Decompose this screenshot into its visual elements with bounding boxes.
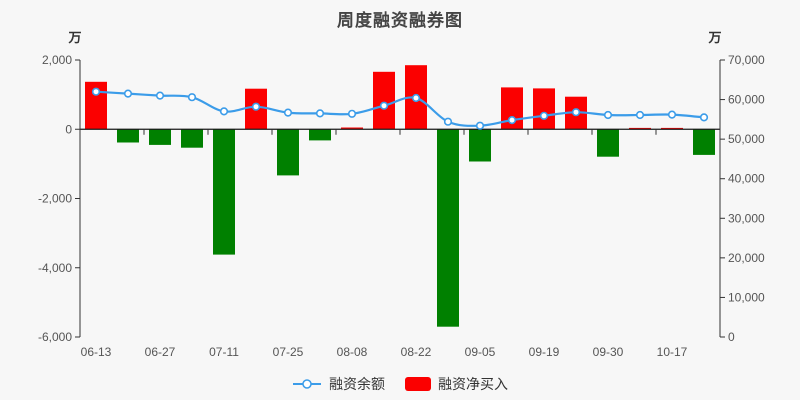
left-axis-tick-label: -6,000 bbox=[38, 330, 72, 344]
x-axis-label: 08-22 bbox=[401, 345, 432, 359]
net-buy-bar bbox=[341, 127, 363, 130]
line-point-marker bbox=[603, 110, 613, 120]
net-buy-bar bbox=[117, 129, 139, 143]
line-point-marker bbox=[91, 87, 101, 96]
line-point-marker bbox=[699, 113, 709, 122]
right-axis-unit-label: 万 bbox=[708, 30, 722, 45]
left-axis-tick-label: -4,000 bbox=[38, 261, 72, 275]
line-point-marker bbox=[283, 108, 293, 117]
net-buy-bar bbox=[373, 71, 395, 130]
net-buy-bar bbox=[469, 129, 491, 162]
line-point-marker bbox=[443, 117, 453, 126]
right-axis-tick-label: 20,000 bbox=[728, 251, 765, 265]
x-axis-label: 09-30 bbox=[593, 345, 624, 359]
right-axis-tick-label: 70,000 bbox=[728, 53, 765, 67]
x-axis-label: 07-11 bbox=[209, 345, 239, 359]
right-axis-tick-label: 40,000 bbox=[728, 172, 765, 186]
net-buy-bar bbox=[533, 88, 555, 130]
right-axis-tick-label: 10,000 bbox=[728, 290, 765, 304]
line-point-marker bbox=[635, 110, 645, 120]
net-buy-bar bbox=[597, 129, 619, 157]
legend: 融资余额 融资净买入 bbox=[0, 374, 800, 394]
line-series-icon bbox=[293, 379, 321, 389]
net-buy-bar bbox=[181, 129, 203, 148]
margin-balance-line bbox=[95, 90, 705, 127]
line-point-marker bbox=[347, 109, 357, 118]
line-point-marker bbox=[251, 102, 261, 111]
legend-label-margin-balance: 融资余额 bbox=[329, 376, 385, 392]
chart-title: 周度融资融券图 bbox=[337, 11, 463, 30]
x-axis-label: 06-13 bbox=[81, 345, 112, 359]
line-point-marker bbox=[507, 115, 517, 125]
legend-item-margin-balance[interactable]: 融资余额 bbox=[292, 374, 385, 394]
legend-label-net-buy: 融资净买入 bbox=[438, 376, 508, 392]
net-buy-bar bbox=[309, 129, 331, 141]
left-axis-tick-label: -2,000 bbox=[38, 192, 72, 206]
x-axis-label: 09-05 bbox=[465, 345, 496, 359]
line-point-marker bbox=[571, 108, 581, 117]
right-axis-tick-label: 60,000 bbox=[728, 93, 765, 107]
left-axis-tick-label: 2,000 bbox=[42, 53, 72, 67]
left-axis-tick-label: 0 bbox=[65, 122, 72, 136]
right-axis-tick-label: 50,000 bbox=[728, 132, 765, 146]
net-buy-bar bbox=[437, 129, 459, 327]
legend-item-net-buy[interactable]: 融资净买入 bbox=[405, 374, 508, 394]
x-axis-label: 08-08 bbox=[337, 345, 368, 359]
line-point-marker bbox=[667, 110, 677, 119]
net-buy-bar bbox=[149, 129, 171, 145]
line-point-marker bbox=[219, 107, 229, 116]
line-point-marker bbox=[539, 111, 549, 120]
bar-series-icon bbox=[405, 377, 431, 391]
x-axis-label: 10-17 bbox=[657, 345, 688, 359]
line-point-marker bbox=[411, 93, 421, 103]
line-point-marker bbox=[155, 91, 165, 100]
line-point-marker bbox=[379, 101, 389, 110]
x-axis-label: 07-25 bbox=[273, 345, 304, 359]
line-point-marker bbox=[123, 89, 133, 98]
net-buy-bar bbox=[693, 129, 715, 155]
x-axis-label: 06-27 bbox=[145, 345, 176, 359]
net-buy-bar bbox=[85, 81, 107, 130]
left-axis-unit-label: 万 bbox=[68, 30, 82, 45]
x-axis-label: 09-19 bbox=[529, 345, 560, 359]
line-point-marker bbox=[315, 109, 325, 118]
net-buy-bar bbox=[213, 129, 235, 255]
right-axis-tick-label: 30,000 bbox=[728, 211, 765, 225]
line-point-marker bbox=[187, 93, 197, 102]
right-axis-tick-label: 0 bbox=[728, 330, 735, 344]
net-buy-bar bbox=[277, 129, 299, 176]
line-point-marker bbox=[475, 121, 485, 130]
